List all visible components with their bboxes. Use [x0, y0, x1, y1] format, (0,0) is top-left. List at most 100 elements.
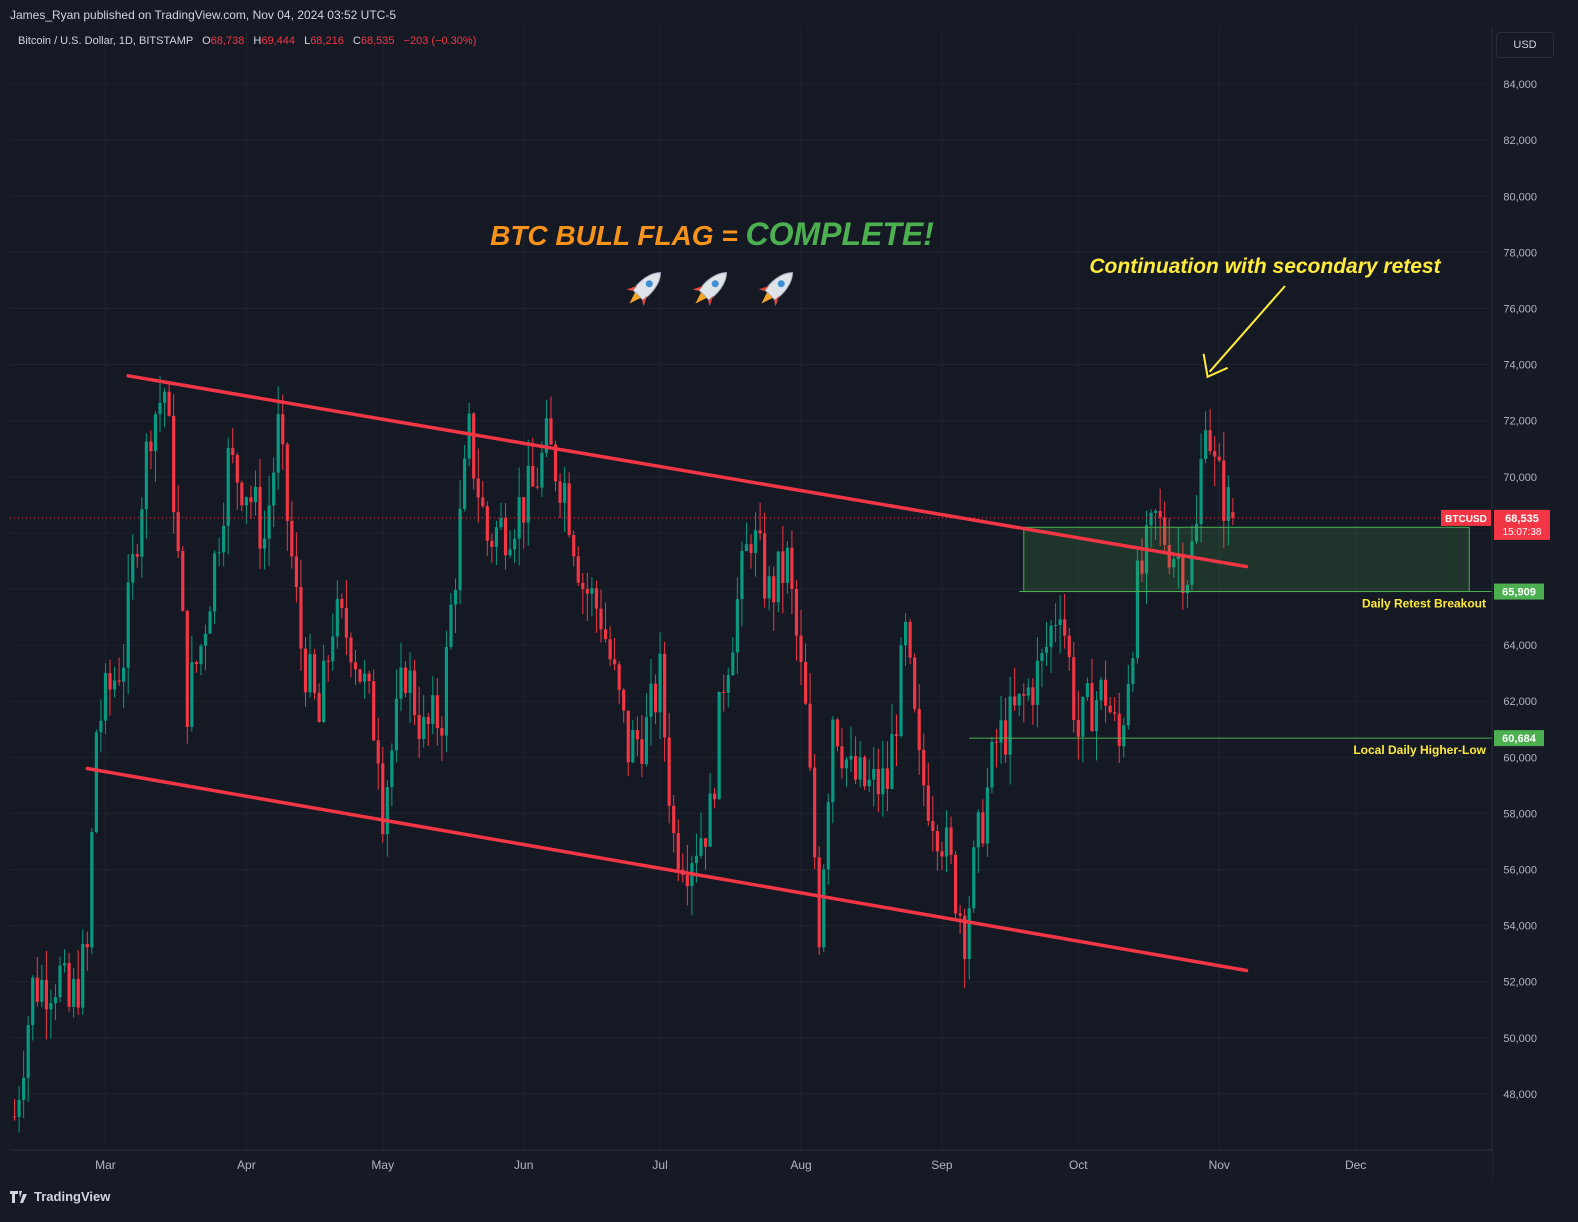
candle	[931, 795, 935, 852]
candle-body	[853, 755, 858, 780]
chart-area[interactable]	[10, 28, 1492, 1178]
tradingview-logo[interactable]: TradingView	[10, 1189, 110, 1204]
candle-body	[849, 755, 853, 760]
candle	[290, 500, 294, 569]
candle-body	[167, 391, 171, 416]
candle-body	[822, 869, 826, 948]
candle	[353, 649, 358, 686]
candle-body	[53, 997, 58, 1004]
candle-body	[649, 683, 653, 717]
y-tick-label: 48,000	[1503, 1089, 1537, 1101]
candle	[972, 840, 976, 913]
candle-body	[135, 554, 139, 557]
chart-title: BTC BULL FLAG = COMPLETE!	[490, 216, 934, 252]
candle-body	[399, 667, 403, 699]
axis-labels: 65,909 60,684 BTCUSD 68,535 15:07:38	[1441, 509, 1550, 747]
candle-body	[749, 544, 753, 553]
candle-body	[344, 607, 348, 638]
candle	[699, 812, 703, 859]
candle-body	[713, 793, 717, 800]
candle	[485, 501, 489, 556]
candle	[617, 661, 621, 704]
candle	[417, 686, 421, 759]
candle	[599, 589, 603, 643]
candle-body	[899, 645, 903, 736]
candle-body	[890, 734, 894, 789]
candle-body	[1172, 558, 1176, 568]
candle	[281, 394, 285, 470]
candle-body	[176, 512, 180, 552]
candle	[376, 717, 380, 790]
symbol-name: Bitcoin / U.S. Dollar, 1D, BITSTAMP	[18, 35, 194, 47]
candle-body	[453, 590, 458, 605]
candle-body	[1003, 720, 1008, 755]
candle	[1154, 509, 1158, 541]
candle	[944, 810, 949, 873]
candle-body	[994, 741, 999, 743]
candle	[158, 375, 162, 433]
candle	[358, 668, 362, 684]
candle	[626, 710, 630, 777]
candle-body	[385, 787, 389, 835]
candle-body	[1208, 430, 1212, 452]
currency-button[interactable]: USD	[1496, 32, 1554, 58]
candle-body	[1204, 430, 1208, 460]
candle-body	[267, 505, 271, 539]
candle-body	[181, 551, 185, 611]
candle	[131, 534, 135, 600]
candle	[653, 674, 658, 725]
candle	[76, 950, 80, 1016]
candle	[803, 643, 808, 706]
candle-body	[185, 610, 189, 728]
drawings: Daily Retest Breakout Local Daily Higher-…	[10, 216, 1492, 973]
candle-body	[522, 497, 526, 523]
candle-body	[894, 734, 899, 736]
candle-body	[926, 785, 930, 821]
candle-body	[290, 520, 294, 557]
candle-body	[94, 732, 98, 833]
candle	[635, 716, 639, 757]
candle-body	[717, 691, 721, 800]
candle	[317, 683, 321, 723]
candle-body	[108, 673, 112, 690]
candle	[103, 663, 108, 735]
candle-body	[435, 695, 439, 729]
candle-body	[208, 611, 212, 634]
candle-body	[553, 444, 558, 482]
candle-body	[317, 693, 321, 722]
candle-body	[776, 551, 780, 603]
candle	[622, 687, 626, 723]
candle	[763, 512, 767, 608]
candle	[176, 485, 180, 559]
candle-body	[1076, 720, 1080, 737]
candle	[1217, 443, 1221, 463]
candle-body	[1108, 705, 1112, 713]
candle-body	[563, 483, 567, 503]
candle-body	[449, 604, 453, 647]
candle	[590, 577, 594, 617]
candle	[394, 669, 399, 763]
candle-body	[194, 662, 198, 665]
candle-body	[635, 730, 639, 740]
candle-body	[644, 716, 649, 764]
candle	[753, 512, 758, 577]
candle-body	[476, 478, 480, 498]
candle	[813, 754, 817, 870]
candle	[199, 643, 203, 676]
current-price-text: 68,535	[1505, 513, 1539, 525]
high-value: 69,444	[261, 35, 295, 47]
candle-body	[881, 768, 885, 795]
candle	[85, 931, 89, 971]
candle-body	[540, 452, 544, 488]
symbol-price-tag	[1441, 509, 1491, 526]
candle	[776, 551, 780, 613]
candle	[453, 578, 458, 634]
candle-body	[1094, 700, 1099, 732]
candle-body	[362, 673, 367, 682]
candle	[790, 530, 794, 615]
candle	[1103, 660, 1108, 723]
candle-body	[617, 664, 621, 690]
candle	[349, 632, 353, 678]
candle-body	[863, 757, 867, 787]
